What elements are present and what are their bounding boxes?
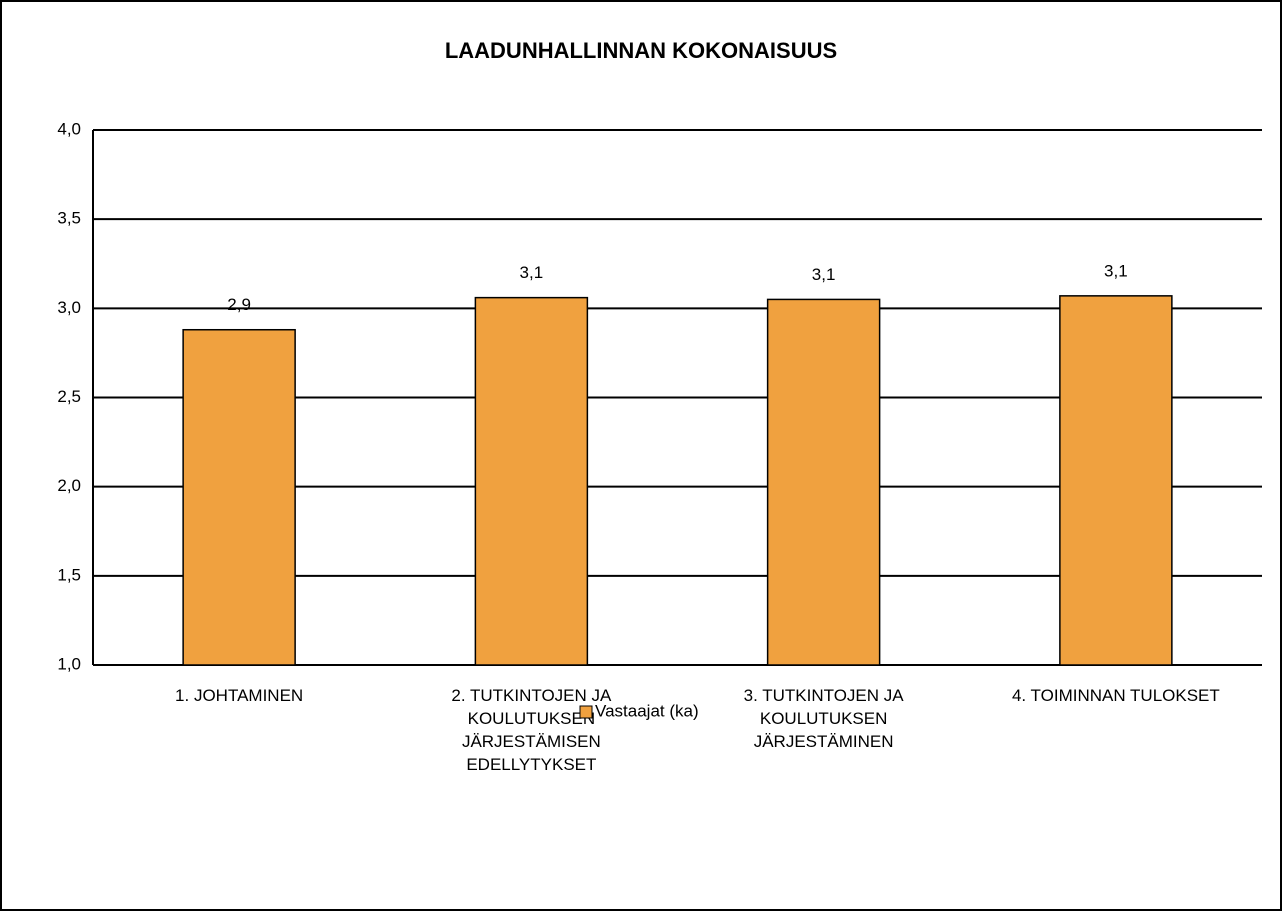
legend-label: Vastaajat (ka) (595, 701, 699, 720)
bar (1059, 295, 1173, 666)
y-tick-label: 1,5 (57, 565, 81, 584)
x-tick-label: 3. TUTKINTOJEN JA KOULUTUKSEN JÄRJESTÄMINE… (744, 686, 905, 751)
data-label: 3,1 (812, 265, 836, 284)
x-tick-label: 4. TOIMINNAN TULOKSET (1012, 686, 1220, 705)
y-tick-label: 4,0 (57, 119, 81, 138)
x-tick-label: 1. JOHTAMINEN (175, 686, 303, 705)
y-tick-label: 1,0 (57, 654, 81, 673)
bar (474, 296, 589, 666)
y-tick-label: 2,0 (57, 476, 81, 495)
x-tick-label: 2. TUTKINTOJEN JA KOULUTUKSEN JÄRJESTÄMISE… (451, 686, 612, 774)
bar (182, 328, 296, 666)
chart-title: LAADUNHALLINNAN KOKONAISUUS (445, 38, 837, 63)
y-tick-label: 2,5 (57, 387, 81, 406)
y-tick-label: 3,5 (57, 209, 81, 228)
legend-swatch (579, 705, 593, 719)
bar (766, 298, 881, 666)
data-label: 2,9 (227, 295, 251, 314)
data-label: 3,1 (520, 263, 544, 282)
data-label: 3,1 (1104, 261, 1128, 280)
y-tick-label: 3,0 (57, 298, 81, 317)
